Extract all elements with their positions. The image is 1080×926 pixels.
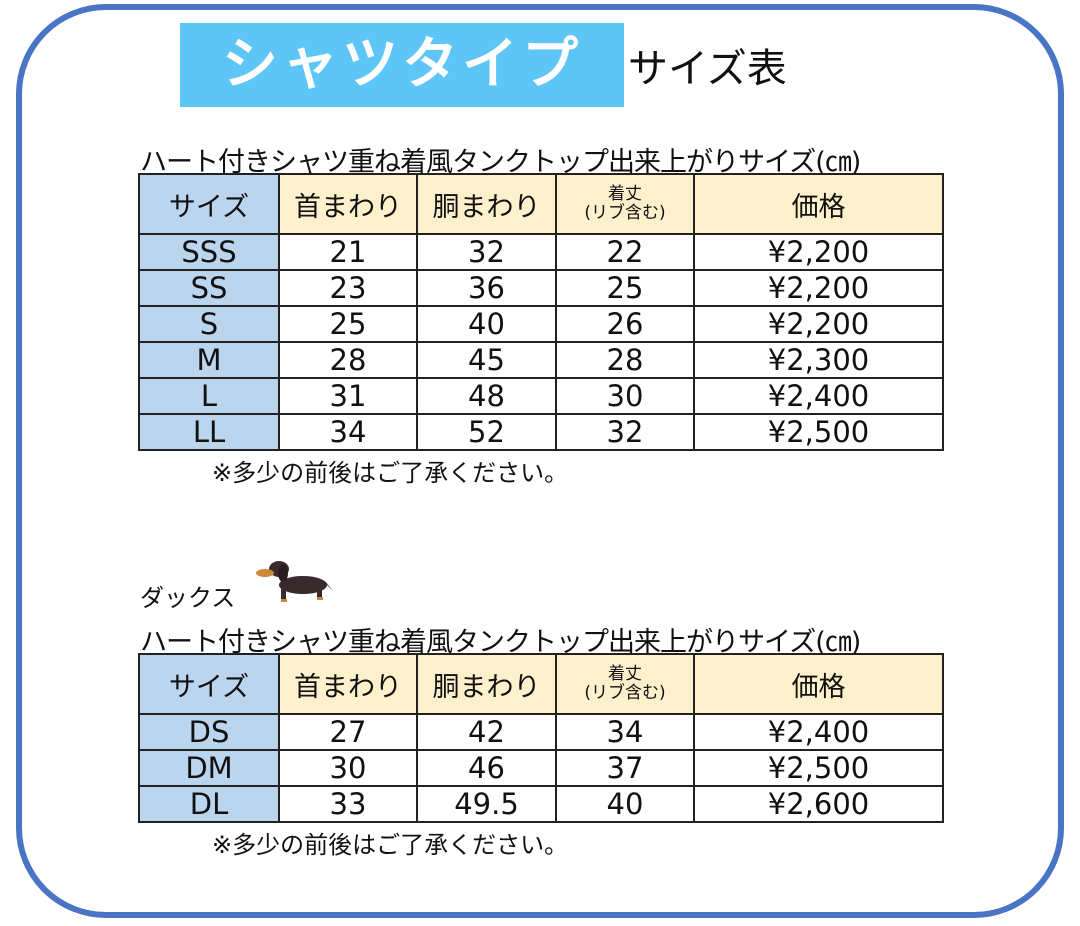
header-size: サイズ (138, 653, 280, 715)
header-length-sub: (リブ含む) (584, 203, 666, 223)
title-highlight: シャツタイプ (180, 23, 624, 107)
cell-price: ¥2,200 (693, 305, 944, 343)
cell-chest: 49.5 (416, 785, 557, 823)
cell-price: ¥2,400 (693, 713, 944, 751)
cell-size: M (138, 341, 280, 379)
header-chest: 胴まわり (416, 653, 557, 715)
cell-price: ¥2,500 (693, 413, 944, 451)
table-row: S 25 40 26 ¥2,200 (138, 305, 944, 343)
cell-price: ¥2,200 (693, 233, 944, 271)
cell-neck: 30 (278, 749, 418, 787)
header-length-sub: (リブ含む) (584, 683, 666, 703)
header-length-main: 着丈 (608, 664, 642, 684)
cell-length: 32 (555, 413, 695, 451)
cell-neck: 25 (278, 305, 418, 343)
table1-caption: ハート付きシャツ重ね着風タンクトップ出来上がりサイズ(㎝) (140, 147, 861, 178)
cell-length: 34 (555, 713, 695, 751)
table-row: M 28 45 28 ¥2,300 (138, 341, 944, 379)
table-header-row: サイズ 首まわり 胴まわり 着丈 (リブ含む) 価格 (138, 173, 944, 235)
table-header-row: サイズ 首まわり 胴まわり 着丈 (リブ含む) 価格 (138, 653, 944, 715)
cell-size: DS (138, 713, 280, 751)
cell-size: DM (138, 749, 280, 787)
cell-neck: 31 (278, 377, 418, 415)
header-length: 着丈 (リブ含む) (555, 173, 695, 235)
table-row: LL 34 52 32 ¥2,500 (138, 413, 944, 451)
table1-note: ※多少の前後はご了承ください。 (212, 459, 569, 487)
header-size: サイズ (138, 173, 280, 235)
header-price: 価格 (693, 173, 944, 235)
cell-price: ¥2,300 (693, 341, 944, 379)
cell-length: 28 (555, 341, 695, 379)
title-suffix: サイズ表 (628, 46, 787, 92)
cell-size: SSS (138, 233, 280, 271)
cell-neck: 33 (278, 785, 418, 823)
table-row: L 31 48 30 ¥2,400 (138, 377, 944, 415)
header-length: 着丈 (リブ含む) (555, 653, 695, 715)
header-price: 価格 (693, 653, 944, 715)
size-table-standard: サイズ 首まわり 胴まわり 着丈 (リブ含む) 価格 SSS 21 32 22 ¥2,20… (138, 173, 944, 451)
cell-neck: 27 (278, 713, 418, 751)
cell-size: LL (138, 413, 280, 451)
cell-length: 22 (555, 233, 695, 271)
cell-chest: 46 (416, 749, 557, 787)
cell-price: ¥2,200 (693, 269, 944, 307)
cell-neck: 23 (278, 269, 418, 307)
cell-chest: 52 (416, 413, 557, 451)
cell-size: S (138, 305, 280, 343)
table-row: SSS 21 32 22 ¥2,200 (138, 233, 944, 271)
cell-size: DL (138, 785, 280, 823)
cell-length: 40 (555, 785, 695, 823)
cell-price: ¥2,600 (693, 785, 944, 823)
cell-chest: 40 (416, 305, 557, 343)
cell-chest: 36 (416, 269, 557, 307)
cell-size: SS (138, 269, 280, 307)
header-chest: 胴まわり (416, 173, 557, 235)
cell-chest: 42 (416, 713, 557, 751)
table-row: DL 33 49.5 40 ¥2,600 (138, 785, 944, 823)
table-row: DM 30 46 37 ¥2,500 (138, 749, 944, 787)
table-row: SS 23 36 25 ¥2,200 (138, 269, 944, 307)
dachshund-icon (256, 561, 333, 602)
cell-neck: 28 (278, 341, 418, 379)
cell-price: ¥2,500 (693, 749, 944, 787)
cell-neck: 21 (278, 233, 418, 271)
header-length-main: 着丈 (608, 184, 642, 204)
size-table-dachshund: サイズ 首まわり 胴まわり 着丈 (リブ含む) 価格 DS 27 42 34 ¥2,400… (138, 653, 944, 823)
dachshund-label: ダックス (140, 584, 236, 612)
cell-chest: 48 (416, 377, 557, 415)
cell-length: 30 (555, 377, 695, 415)
cell-chest: 32 (416, 233, 557, 271)
table2-note: ※多少の前後はご了承ください。 (212, 831, 569, 859)
cell-length: 26 (555, 305, 695, 343)
cell-chest: 45 (416, 341, 557, 379)
cell-size: L (138, 377, 280, 415)
rounded-frame (16, 4, 1064, 918)
cell-length: 37 (555, 749, 695, 787)
table2-caption: ハート付きシャツ重ね着風タンクトップ出来上がりサイズ(㎝) (140, 627, 861, 658)
table-row: DS 27 42 34 ¥2,400 (138, 713, 944, 751)
cell-price: ¥2,400 (693, 377, 944, 415)
header-neck: 首まわり (278, 653, 418, 715)
cell-neck: 34 (278, 413, 418, 451)
header-neck: 首まわり (278, 173, 418, 235)
cell-length: 25 (555, 269, 695, 307)
